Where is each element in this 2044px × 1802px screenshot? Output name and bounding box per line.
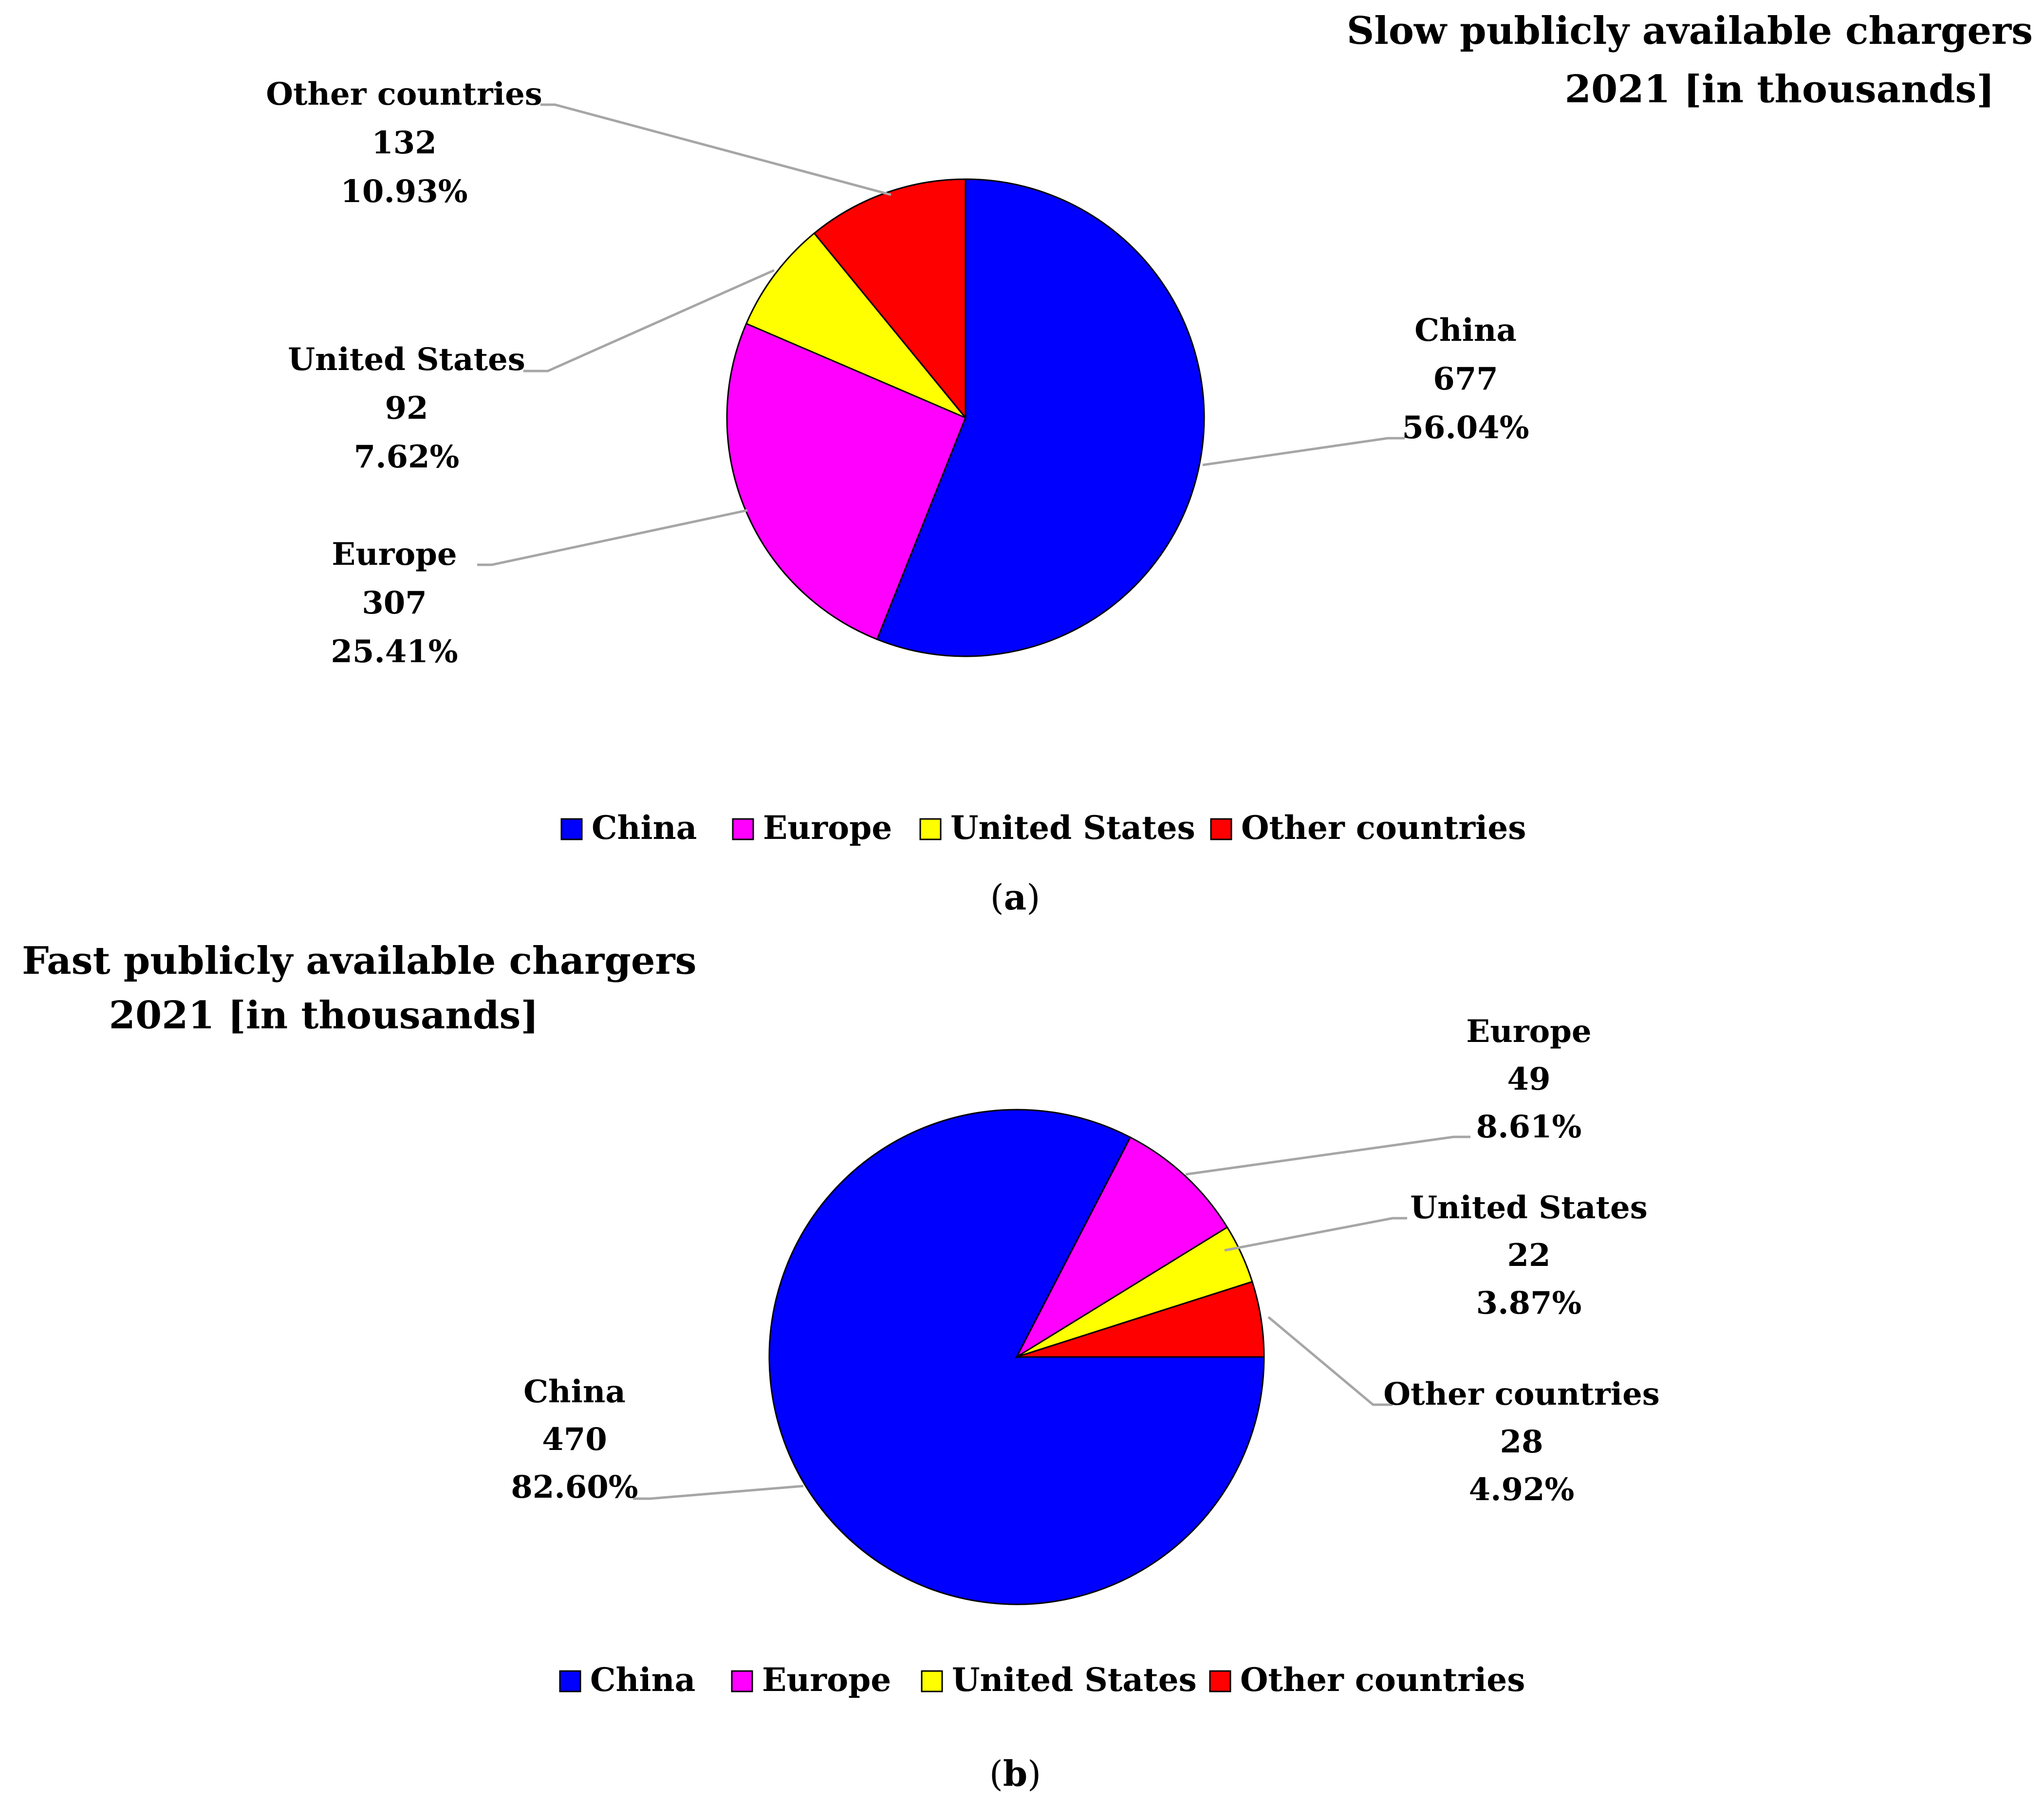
chart-b-label-united-states-percent: 3.87% <box>1476 1285 1582 1321</box>
chart-b-label-united-states: United States 22 3.87% <box>1410 1189 1648 1321</box>
chart-b-leader-other-countries <box>1267 1316 1393 1406</box>
chart-b-legend-swatch-other-countries <box>1209 1670 1231 1692</box>
chart-b-panel-close: ) <box>1027 1753 1041 1794</box>
chart-a-panel-letter: a <box>1004 876 1027 918</box>
chart-a-label-united-states-percent: 7.62% <box>354 439 460 475</box>
chart-a-leader-china <box>1202 437 1405 466</box>
chart-b-label-other-countries-percent: 4.92% <box>1469 1471 1575 1508</box>
chart-b-label-china-percent: 82.60% <box>511 1469 638 1505</box>
chart-b-legend-label-united-states: United States <box>952 1661 1197 1699</box>
chart-a-label-united-states-value: 92 <box>385 390 428 427</box>
chart-b-label-other-countries-value: 28 <box>1500 1424 1543 1460</box>
chart-b-slice-other-countries <box>1016 1281 1265 1358</box>
chart-a-label-other-countries-value: 132 <box>372 125 437 161</box>
chart-a: Slow publicly available chargers 2021 [i… <box>266 9 2033 918</box>
chart-b-label-other-countries-name: Other countries <box>1383 1376 1660 1412</box>
chart-a-label-united-states-name: United States <box>288 341 525 378</box>
chart-a-legend-swatch-other-countries <box>1210 818 1232 840</box>
chart-a-legend-swatch-united-states <box>919 818 942 840</box>
chart-b-label-united-states-name: United States <box>1410 1189 1648 1226</box>
chart-b-legend-swatch-united-states <box>921 1670 943 1692</box>
chart-a-title-line1: Slow publicly available chargers <box>1347 9 2033 53</box>
chart-b-slices <box>768 1109 1265 1605</box>
chart-a-label-china: China 677 56.04% <box>1402 312 1529 446</box>
chart-b: Fast publicly available chargers 2021 [i… <box>22 939 1660 1794</box>
chart-a-slice-united-states <box>745 232 966 419</box>
chart-b-slice-europe <box>1015 1136 1228 1359</box>
chart-a-label-europe: Europe 307 25.41% <box>331 536 458 670</box>
chart-a-legend-label-europe: Europe <box>763 809 892 847</box>
chart-a-label-other-countries: Other countries 132 10.93% <box>266 76 542 210</box>
chart-a-leader-united-states <box>523 269 775 372</box>
chart-b-label-europe-name: Europe <box>1466 1013 1591 1050</box>
chart-a-label-europe-percent: 25.41% <box>331 633 458 670</box>
chart-a-label-other-countries-name: Other countries <box>266 76 542 112</box>
chart-a-slices <box>726 178 1205 657</box>
chart-a-label-china-percent: 56.04% <box>1402 409 1529 446</box>
chart-a-leader-other-countries <box>540 103 892 196</box>
chart-b-slice-china <box>768 1109 1265 1605</box>
chart-b-label-other-countries: Other countries 28 4.92% <box>1383 1376 1660 1508</box>
chart-a-legend-label-other-countries: Other countries <box>1241 809 1526 847</box>
chart-a-label-other-countries-percent: 10.93% <box>340 173 467 210</box>
chart-a-panel-label: (a) <box>990 876 1041 918</box>
chart-a-legend-swatch-china <box>560 818 583 840</box>
chart-b-label-united-states-value: 22 <box>1507 1237 1550 1274</box>
chart-b-panel-label: (b) <box>989 1753 1041 1794</box>
chart-b-title-line1: Fast publicly available chargers <box>22 939 697 983</box>
chart-b-legend-swatch-europe <box>731 1670 753 1692</box>
chart-b-label-europe-value: 49 <box>1507 1061 1550 1097</box>
chart-b-panel-letter: b <box>1003 1753 1027 1794</box>
chart-b-label-china: China 470 82.60% <box>511 1374 638 1505</box>
chart-b-label-china-name: China <box>523 1374 626 1410</box>
chart-b-leader-china <box>633 1485 804 1500</box>
chart-b-legend: China Europe United States Other countri… <box>559 1661 1525 1699</box>
chart-a-legend-label-china: China <box>592 809 697 847</box>
chart-b-legend-label-china: China <box>590 1661 695 1699</box>
chart-b-panel-open: ( <box>989 1753 1003 1794</box>
chart-b-label-china-value: 470 <box>542 1421 607 1458</box>
chart-a-label-china-name: China <box>1414 312 1517 349</box>
chart-b-label-europe: Europe 49 8.61% <box>1466 1013 1591 1145</box>
chart-a-label-europe-value: 307 <box>362 585 427 621</box>
chart-a-slice-europe <box>726 322 966 641</box>
chart-a-legend: China Europe United States Other countri… <box>560 809 1526 847</box>
chart-a-panel-close: ) <box>1026 877 1040 918</box>
chart-a-leader-europe <box>477 509 748 566</box>
chart-b-label-europe-percent: 8.61% <box>1476 1109 1582 1145</box>
chart-b-legend-swatch-china <box>559 1670 581 1692</box>
chart-b-leader-united-states <box>1224 1217 1407 1252</box>
chart-a-legend-label-united-states: United States <box>950 809 1195 847</box>
chart-a-label-china-value: 677 <box>1433 361 1498 397</box>
chart-b-legend-label-other-countries: Other countries <box>1240 1661 1525 1699</box>
chart-b-title-line2: 2021 [in thousands] <box>109 993 539 1038</box>
chart-a-label-europe-name: Europe <box>332 536 457 573</box>
chart-a-legend-swatch-europe <box>732 818 754 840</box>
chart-b-legend-label-europe: Europe <box>762 1661 891 1699</box>
chart-a-panel-open: ( <box>990 877 1004 918</box>
chart-a-label-united-states: United States 92 7.62% <box>288 341 525 475</box>
chart-a-title-line2: 2021 [in thousands] <box>1565 67 1995 111</box>
chart-a-slice-china <box>876 178 1205 657</box>
chart-b-leader-europe <box>1185 1135 1470 1176</box>
